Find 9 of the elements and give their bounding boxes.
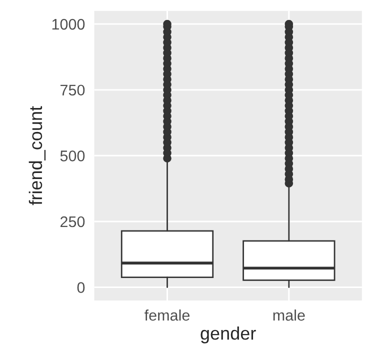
y-tick-label: 0	[77, 282, 85, 293]
y-tick-label: 750	[60, 84, 85, 96]
y-tick-label: 1000	[52, 18, 85, 30]
y-tick-label: 250	[60, 216, 85, 228]
x-axis-title: gender	[200, 326, 256, 344]
x-tick-label: female	[144, 309, 190, 321]
y-tick-label: 500	[60, 150, 85, 162]
x-tick-label: male	[273, 309, 305, 321]
y-axis-title: friend_count	[28, 106, 46, 206]
